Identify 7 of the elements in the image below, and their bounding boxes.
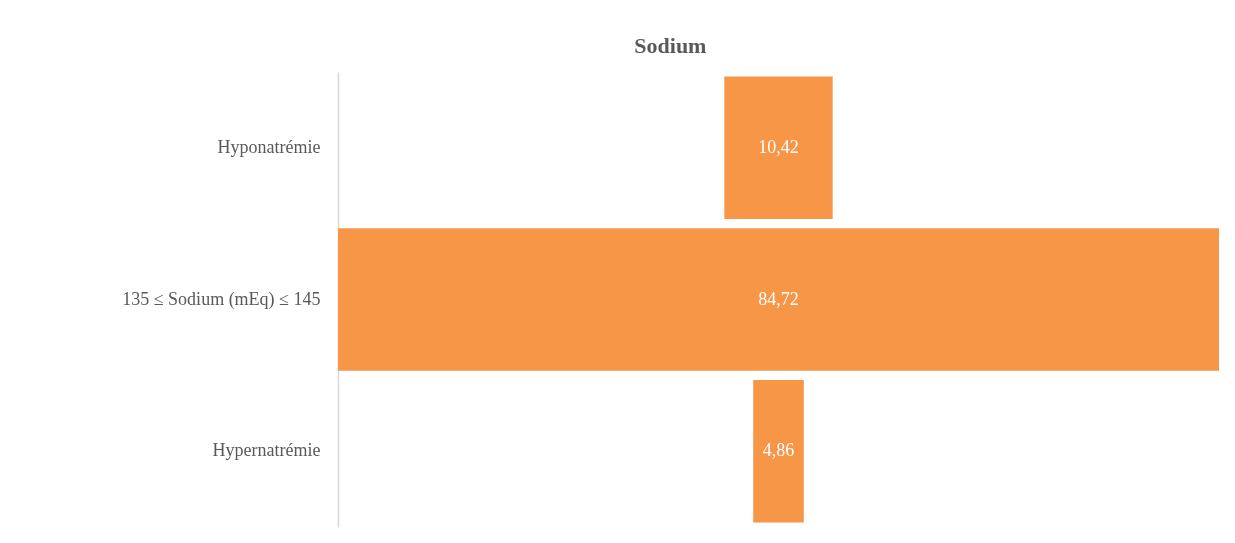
category-label: Hypernatrémie <box>212 440 321 461</box>
category-label: 135 ≤ Sodium (mEq) ≤ 145 <box>122 288 321 310</box>
data-label: 84,72 <box>758 288 799 309</box>
text: Sodium <box>634 33 707 58</box>
data-label: 10,42 <box>758 136 799 157</box>
category-label: Hyponatrémie <box>217 136 321 157</box>
data-label: 4,86 <box>762 440 795 461</box>
